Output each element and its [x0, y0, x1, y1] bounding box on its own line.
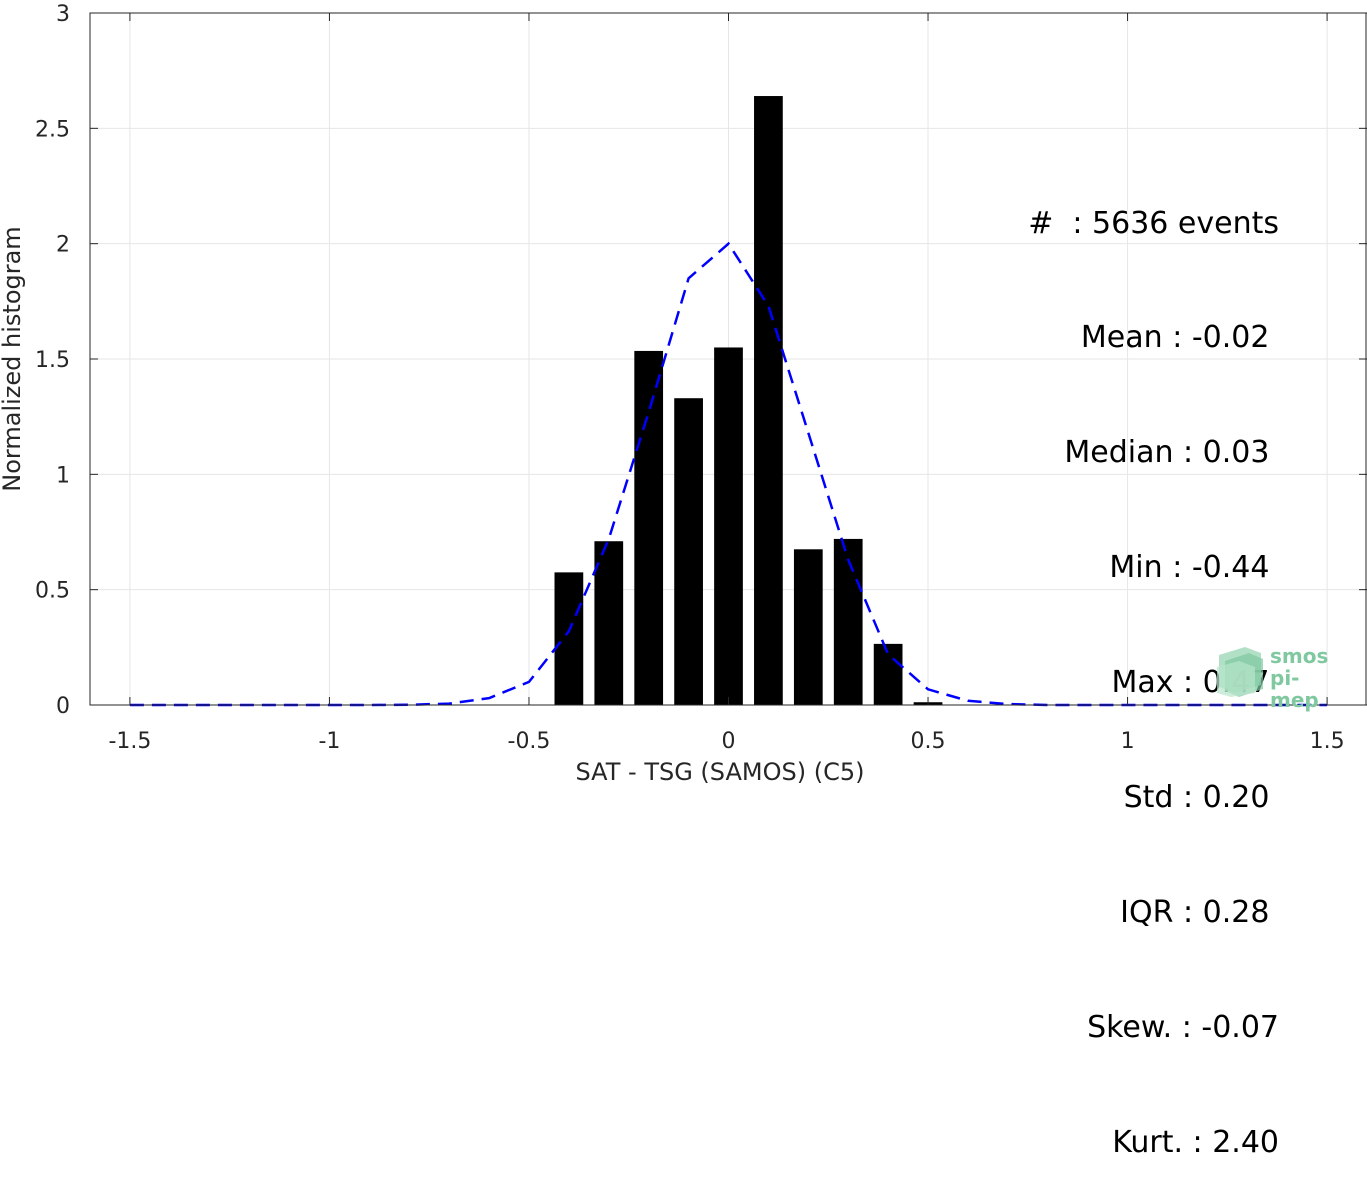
logo-line1: smos [1270, 644, 1329, 668]
stat-iqr: IQR : 0.28 [1120, 894, 1279, 930]
x-tick-label: -1 [318, 729, 340, 754]
stat-mean: Mean : -0.02 [1080, 320, 1279, 356]
x-tick-label: -0.5 [508, 729, 551, 754]
stat-min: Min : -0.44 [1109, 550, 1279, 586]
logo-line2: pi-mep [1270, 666, 1319, 712]
histogram-bar [634, 350, 664, 705]
histogram-bar [873, 643, 903, 705]
histogram-bar [793, 549, 823, 705]
plot-frame [89, 12, 1367, 706]
y-tick-label: 3 [56, 2, 70, 27]
y-tick-label: 0 [56, 694, 70, 719]
histogram-bar [714, 347, 743, 705]
axes-frame [89, 12, 1367, 706]
histogram-bar [833, 538, 863, 705]
y-tick-label: 2 [56, 233, 70, 258]
x-tick-label: 1 [1121, 729, 1135, 754]
x-tick-labels: -1.5 -1 -0.5 0 0.5 1 1.5 [108, 729, 1344, 754]
stat-kurt: Kurt. : 2.40 [1112, 1124, 1279, 1160]
y-tick-label: 1.5 [35, 348, 70, 373]
stat-skew: Skew. : -0.07 [1087, 1009, 1279, 1045]
histogram-bar [594, 541, 624, 705]
histogram-bar [674, 398, 703, 705]
x-tick-label: 1.5 [1310, 729, 1345, 754]
smos-pimep-logo: smos pi-mep [1215, 644, 1345, 711]
histogram-chart: -1.5 -1 -0.5 0 0.5 1 1.5 0 0.5 1 1.5 2 2.5 3 SAT - T… [0, 2, 1367, 785]
y-tick-label: 2.5 [35, 117, 70, 142]
x-tick-label: 0 [722, 729, 736, 754]
histogram-bar [754, 96, 783, 706]
y-tick-label: 1 [56, 463, 70, 488]
logo-icon [1217, 647, 1263, 697]
y-tick-label: 0.5 [35, 579, 70, 604]
histogram-bars [554, 96, 943, 706]
x-tick-label: -1.5 [108, 729, 151, 754]
x-axis-label: SAT - TSG (SAMOS) (C5) [576, 758, 865, 785]
histogram-bar [554, 572, 584, 705]
stat-events: # : 5636 events [1028, 205, 1279, 241]
stat-median: Median : 0.03 [1064, 435, 1279, 471]
x-tick-label: 0.5 [911, 729, 946, 754]
y-axis-label: Normalized histogram [0, 226, 26, 491]
y-tick-labels: 0 0.5 1 1.5 2 2.5 3 [35, 2, 70, 719]
